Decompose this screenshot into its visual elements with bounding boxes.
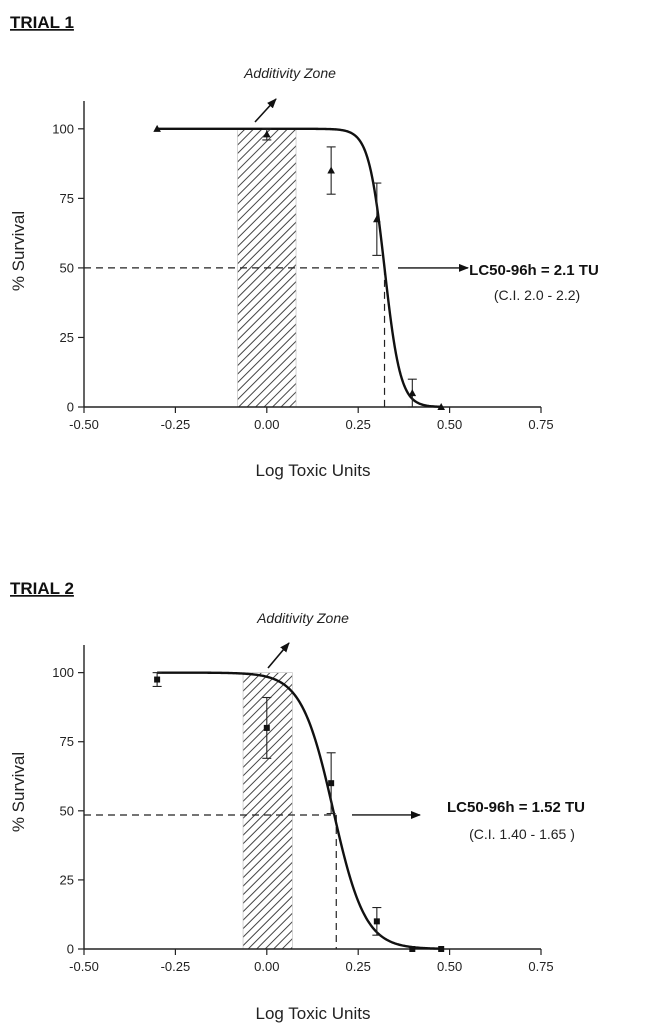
trial-1-zone-label: Additivity Zone <box>243 65 336 81</box>
trial-2-x-tick-label: 0.75 <box>528 959 553 974</box>
trial-1-x-tick-label: -0.25 <box>161 417 191 432</box>
trial-2-y-tick-label: 100 <box>52 665 74 680</box>
trial-1-data-point <box>437 403 445 410</box>
trial-1-title: TRIAL 1 <box>10 13 74 32</box>
trial-1-data-point <box>408 389 417 397</box>
trial-2-title: TRIAL 2 <box>10 579 74 598</box>
trial-1-data-point <box>373 215 381 223</box>
trial-2-lc50-label: LC50-96h = 1.52 TU <box>447 799 585 816</box>
trial-2-data-point <box>328 780 335 787</box>
trial-1-x-axis-label: Log Toxic Units <box>256 461 371 480</box>
trial-1-y-tick-label: 0 <box>67 400 74 415</box>
trial-2-y-tick-label: 75 <box>60 734 74 749</box>
trial-2-data-point <box>154 676 161 683</box>
trial-1-x-tick-label: 0.50 <box>437 417 462 432</box>
trial-2-x-tick-label: 0.25 <box>346 959 371 974</box>
trial-1-y-tick-label: 25 <box>60 330 74 345</box>
trial-1-y-tick-label: 50 <box>60 260 74 275</box>
trial-2-additivity-zone <box>242 672 293 950</box>
trial-2-x-tick-label: 0.00 <box>254 959 279 974</box>
trial-2-x-axis-label: Log Toxic Units <box>256 1004 371 1023</box>
trial-1-fit-curve <box>157 127 443 409</box>
trial-1-x-tick-label: 0.25 <box>346 417 371 432</box>
trial-1-y-tick-label: 100 <box>52 121 74 136</box>
trial-2-y-tick-label: 25 <box>60 872 74 887</box>
trial-2-data-point <box>438 946 445 952</box>
trial-2-data-point <box>409 946 416 952</box>
trial-1-data-point <box>263 130 271 138</box>
trial-1-lc50-label: LC50-96h = 2.1 TU <box>469 262 599 279</box>
trial-1-x-tick-label: -0.50 <box>69 417 99 432</box>
trial-2-zone-label: Additivity Zone <box>256 610 349 626</box>
trial-2-data-point <box>373 918 380 925</box>
trial-2-zone-arrow <box>267 642 290 669</box>
trial-2-y-tick-label: 0 <box>67 942 74 957</box>
trial-2-y-tick-label: 50 <box>60 803 74 818</box>
trial-2-x-tick-label: -0.50 <box>69 959 99 974</box>
trial-1-x-tick-label: 0.00 <box>254 417 279 432</box>
trial-1-panel: TRIAL 1 Additivity Zone % Survival Log T… <box>9 13 599 480</box>
trial-2-x-tick-label: 0.50 <box>437 959 462 974</box>
trial-2-data-point <box>263 724 270 731</box>
trial-1-data-point <box>153 124 161 132</box>
trial-1-data-point <box>327 166 335 174</box>
trial-1-x-tick-label: 0.75 <box>528 417 553 432</box>
trial-2-x-tick-label: -0.25 <box>161 959 191 974</box>
trial-1-zone-arrow <box>254 98 277 123</box>
trial-1-y-axis-label: % Survival <box>9 211 28 291</box>
trial-1-y-tick-label: 75 <box>60 191 74 206</box>
trial-2-panel: TRIAL 2 Additivity Zone % Survival Log T… <box>9 579 585 1023</box>
trial-1-ci-label: (C.I. 2.0 - 2.2) <box>494 287 580 303</box>
trial-2-ci-label: (C.I. 1.40 - 1.65 ) <box>469 826 575 842</box>
trial-2-fit-curve <box>157 671 443 950</box>
trial-2-y-axis-label: % Survival <box>9 752 28 832</box>
